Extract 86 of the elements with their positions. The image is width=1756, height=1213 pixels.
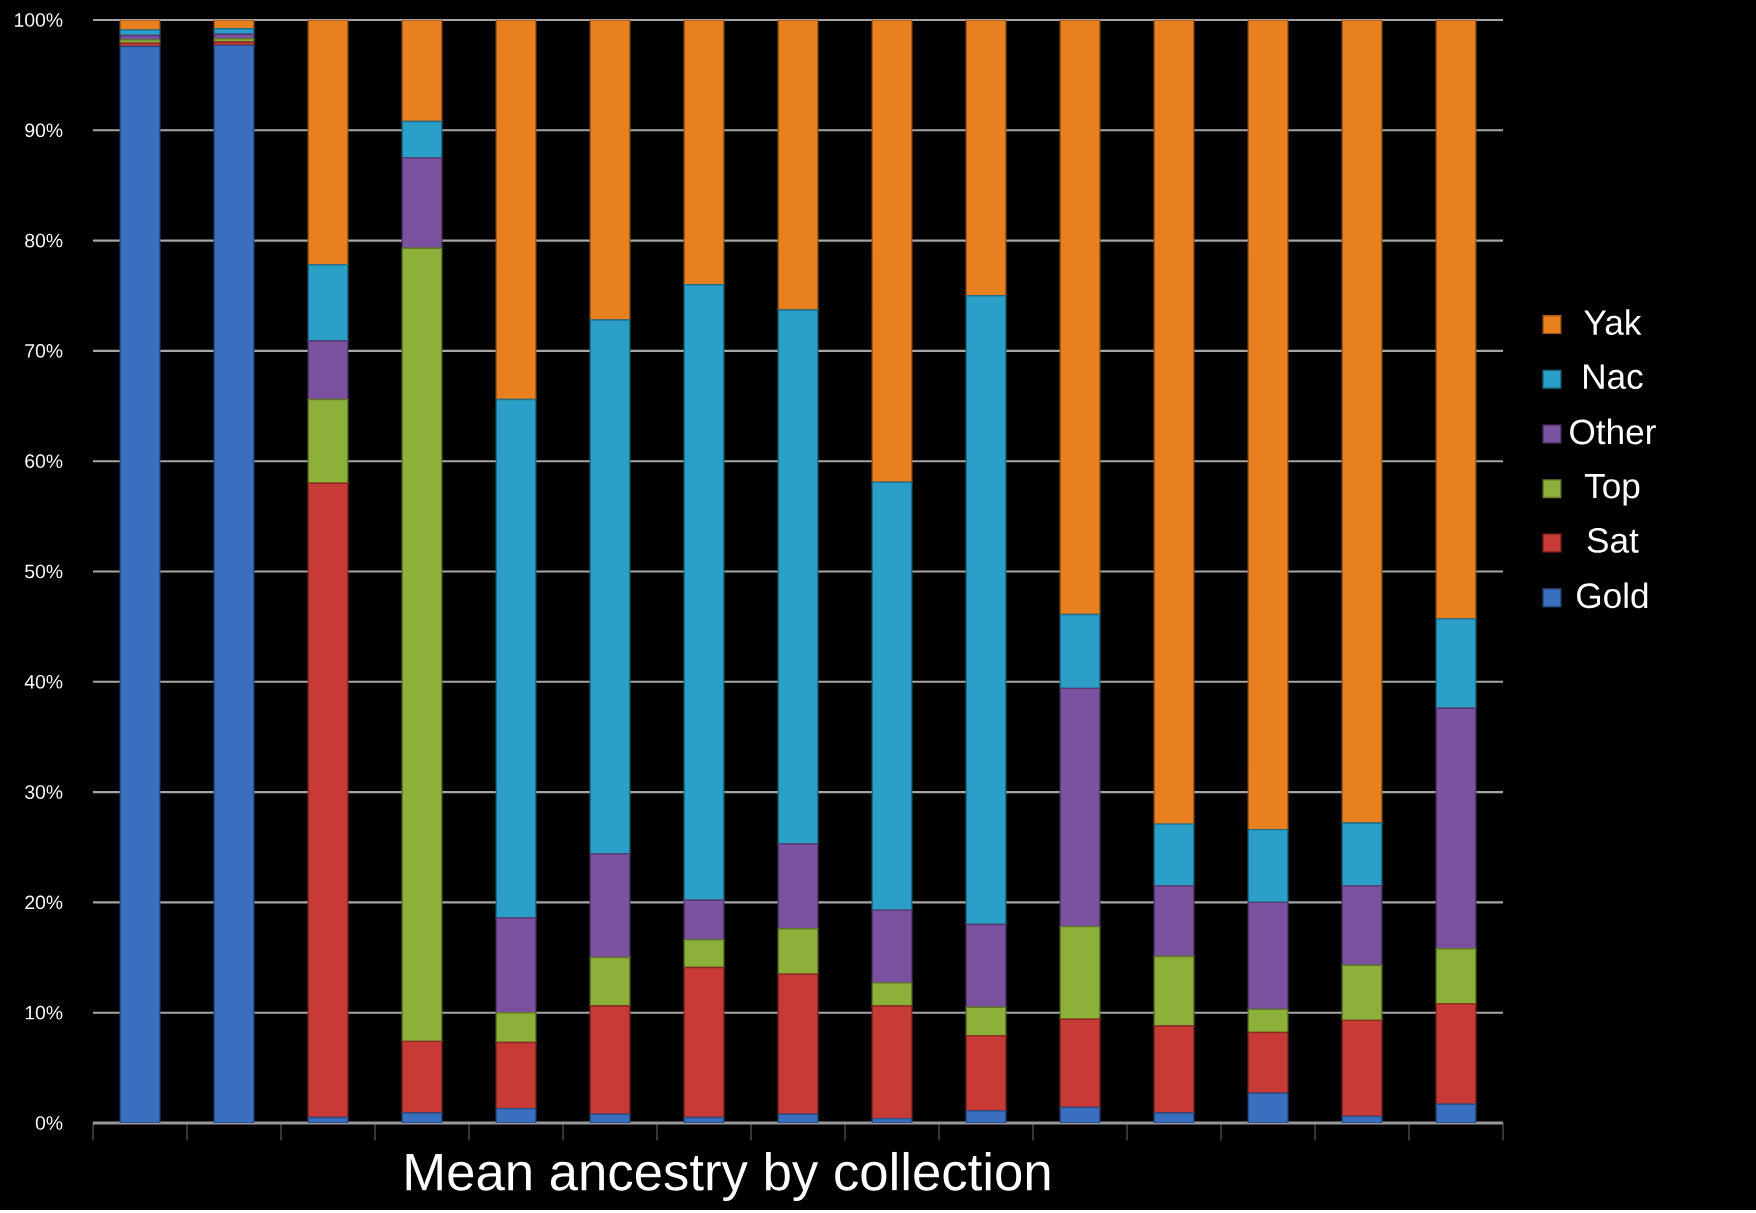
bar xyxy=(1059,20,1101,616)
bar xyxy=(965,20,1007,297)
bar xyxy=(589,853,631,959)
bar xyxy=(401,247,443,1043)
bar xyxy=(871,909,913,984)
bar xyxy=(1059,1018,1101,1109)
bar xyxy=(495,917,537,1014)
bar xyxy=(1247,1092,1289,1124)
bar xyxy=(871,481,913,911)
bar xyxy=(307,482,349,1119)
bar xyxy=(1435,20,1477,620)
y-tick-label: 100% xyxy=(15,13,63,27)
bar xyxy=(1247,901,1289,1011)
legend-label: Yak xyxy=(1584,309,1642,336)
bar xyxy=(1435,707,1477,950)
bar xyxy=(1341,1019,1383,1118)
bar xyxy=(965,1006,1007,1037)
bar xyxy=(1153,823,1195,887)
bar xyxy=(1059,613,1101,690)
bar xyxy=(307,340,349,401)
bar xyxy=(871,982,913,1007)
bar xyxy=(683,939,725,969)
bar xyxy=(777,973,819,1115)
bar xyxy=(495,1012,537,1044)
bar xyxy=(401,20,443,123)
bar xyxy=(1341,885,1383,967)
y-tick-label: 10% xyxy=(25,1005,63,1020)
legend-label: Gold xyxy=(1577,582,1648,609)
bar xyxy=(871,1005,913,1120)
y-tick-label: 40% xyxy=(24,675,63,689)
bar xyxy=(307,398,349,485)
bar xyxy=(777,20,819,311)
y-tick-label: 70% xyxy=(25,344,63,358)
bar xyxy=(589,956,631,1007)
x-axis-title: Mean ancestry by collection xyxy=(406,1152,1050,1202)
bar xyxy=(1153,1025,1195,1114)
bar xyxy=(1341,822,1383,887)
bar xyxy=(1153,885,1195,958)
bar xyxy=(1059,687,1101,928)
bar xyxy=(683,20,725,286)
y-tick-label: 30% xyxy=(25,785,63,800)
bar xyxy=(683,284,725,901)
bar xyxy=(401,157,443,250)
y-tick-label: 80% xyxy=(25,233,63,248)
bar xyxy=(965,923,1007,1008)
bar xyxy=(1247,828,1289,904)
bar xyxy=(307,20,349,266)
bar xyxy=(1153,955,1195,1027)
bar xyxy=(1153,20,1195,825)
legend-label: Other xyxy=(1570,418,1656,445)
legend-label: Top xyxy=(1584,474,1640,506)
y-tick-label: 60% xyxy=(25,454,63,469)
y-tick-label: 90% xyxy=(25,123,63,138)
bar xyxy=(307,264,349,342)
y-tick-label: 0% xyxy=(35,1116,63,1130)
bar xyxy=(401,120,443,159)
bar xyxy=(401,1040,443,1114)
bar xyxy=(965,1035,1007,1112)
bar xyxy=(495,20,537,401)
bar xyxy=(213,44,255,1124)
bar xyxy=(1247,20,1289,831)
bar xyxy=(1059,926,1101,1021)
bar xyxy=(1341,20,1383,824)
bar xyxy=(119,45,161,1124)
bar xyxy=(683,966,725,1119)
bar xyxy=(1435,948,1477,1005)
bar xyxy=(1247,1031,1289,1095)
bar xyxy=(1341,964,1383,1022)
bar xyxy=(495,1041,537,1110)
bar xyxy=(1435,618,1477,710)
bar xyxy=(871,20,913,483)
bar xyxy=(965,295,1007,926)
y-tick-label: 50% xyxy=(25,564,63,579)
legend-label: Sat xyxy=(1587,528,1639,553)
bar xyxy=(1247,1008,1289,1034)
bar xyxy=(777,309,819,845)
legend-label: Nac xyxy=(1584,364,1643,390)
y-tick-label: 20% xyxy=(25,895,63,910)
bar xyxy=(777,843,819,930)
bar xyxy=(589,319,631,855)
bar xyxy=(1435,1003,1477,1106)
bar xyxy=(589,1005,631,1115)
bar xyxy=(683,899,725,941)
bar xyxy=(589,20,631,321)
bar xyxy=(777,928,819,975)
bar xyxy=(495,398,537,919)
